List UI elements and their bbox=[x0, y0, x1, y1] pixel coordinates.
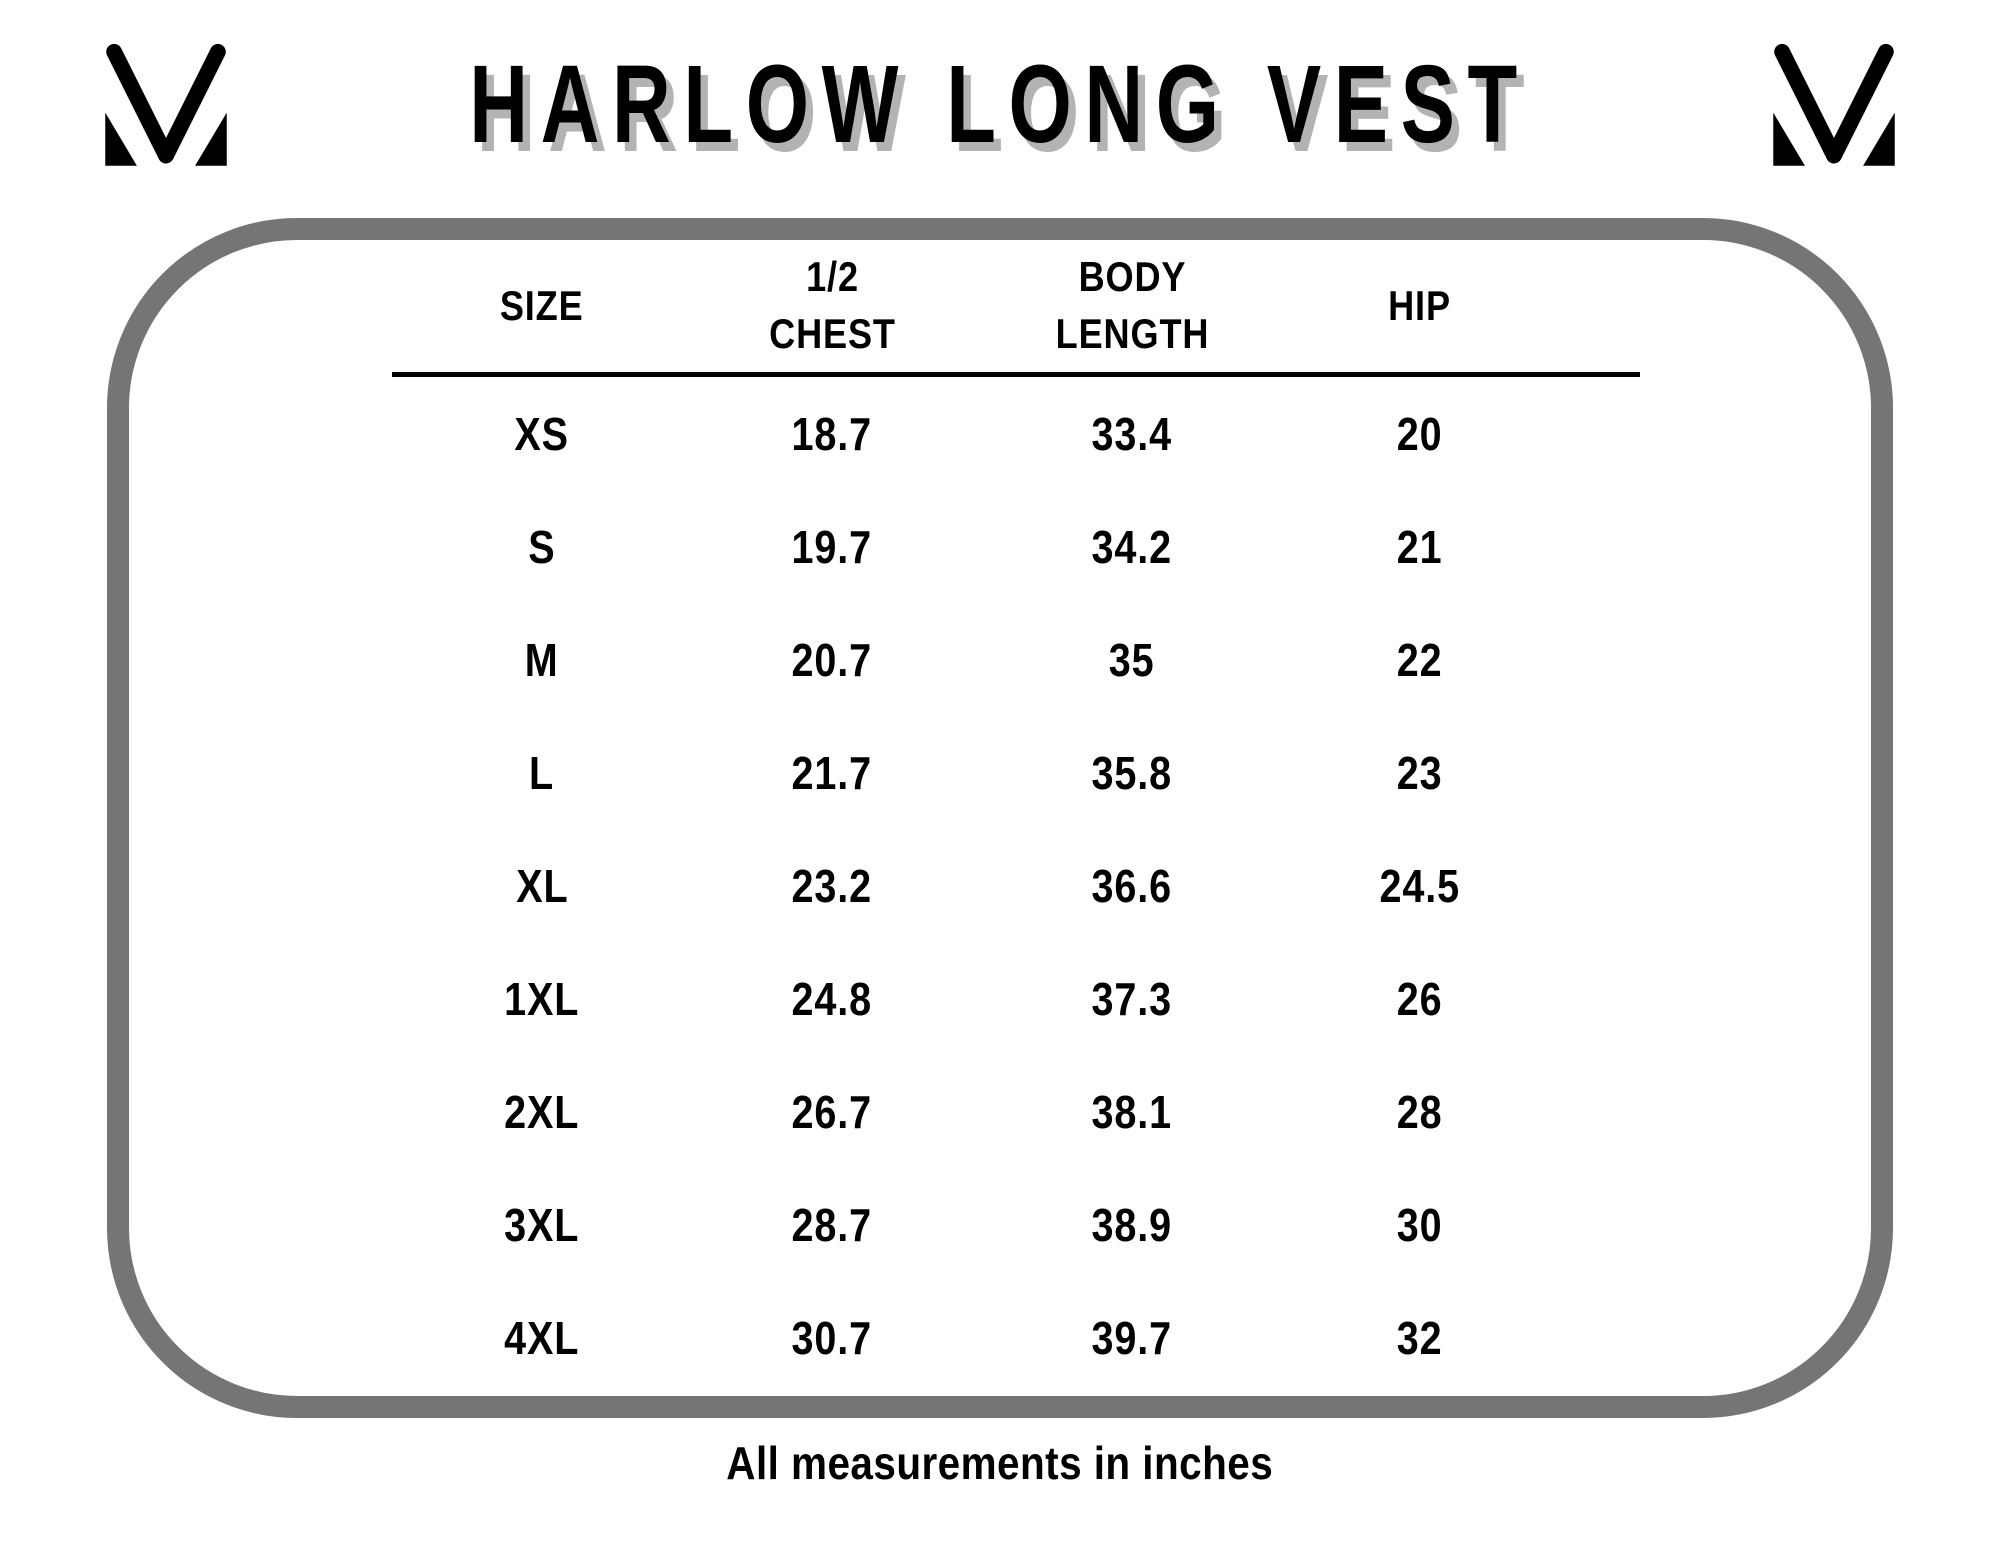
table-row-xl: XL 23.2 36.6 24.5 bbox=[392, 829, 1640, 942]
cell-body-length: 39.7 bbox=[1091, 1311, 1173, 1364]
cell-size: M bbox=[525, 633, 559, 686]
cell-body-length: 33.4 bbox=[1091, 407, 1173, 460]
table-row-s: S 19.7 34.2 21 bbox=[392, 490, 1640, 603]
column-header-body-length: BODY LENGTH bbox=[1055, 253, 1209, 357]
cell-half-chest: 24.8 bbox=[791, 972, 873, 1025]
cell-half-chest: 19.7 bbox=[791, 520, 873, 573]
column-header-half-chest: 1/2 CHEST bbox=[768, 253, 896, 357]
cell-body-length: 35 bbox=[1109, 633, 1155, 686]
cell-half-chest: 23.2 bbox=[791, 859, 873, 912]
cell-hip: 21 bbox=[1397, 520, 1443, 573]
cell-body-length: 38.9 bbox=[1091, 1198, 1173, 1251]
page-title: HARLOW LONG VEST bbox=[469, 43, 1531, 166]
table-row-2xl: 2XL 26.7 38.1 28 bbox=[392, 1055, 1640, 1168]
cell-body-length: 35.8 bbox=[1091, 746, 1173, 799]
header-divider bbox=[392, 372, 1640, 377]
cell-hip: 32 bbox=[1397, 1311, 1443, 1364]
cell-half-chest: 21.7 bbox=[791, 746, 873, 799]
brand-monogram-right-icon bbox=[1772, 43, 1895, 166]
measurement-note: All measurements in inches bbox=[0, 1436, 2000, 1490]
measurement-note-text: All measurements in inches bbox=[726, 1437, 1274, 1489]
cell-body-length: 37.3 bbox=[1091, 972, 1173, 1025]
cell-size: XL bbox=[515, 859, 569, 912]
table-row-4xl: 4XL 30.7 39.7 32 bbox=[392, 1281, 1640, 1394]
cell-size: 3XL bbox=[504, 1198, 580, 1251]
cell-body-length: 38.1 bbox=[1091, 1085, 1173, 1138]
table-header-row: SIZE 1/2 CHEST BODY LENGTH HIP bbox=[392, 240, 1640, 372]
cell-half-chest: 30.7 bbox=[791, 1311, 873, 1364]
cell-hip: 30 bbox=[1397, 1198, 1443, 1251]
cell-half-chest: 20.7 bbox=[791, 633, 873, 686]
cell-half-chest: 18.7 bbox=[791, 407, 873, 460]
cell-size: L bbox=[529, 746, 555, 799]
table-row-xs: XS 18.7 33.4 20 bbox=[392, 377, 1640, 490]
cell-half-chest: 28.7 bbox=[791, 1198, 873, 1251]
cell-half-chest: 26.7 bbox=[791, 1085, 873, 1138]
brand-monogram-left-icon bbox=[105, 43, 228, 166]
cell-hip: 28 bbox=[1397, 1085, 1443, 1138]
cell-hip: 22 bbox=[1397, 633, 1443, 686]
header: HARLOW LONG VEST bbox=[0, 30, 2000, 180]
column-header-hip: HIP bbox=[1388, 281, 1452, 329]
cell-size: XS bbox=[514, 407, 570, 460]
cell-size: S bbox=[528, 520, 556, 573]
table-row-1xl: 1XL 24.8 37.3 26 bbox=[392, 942, 1640, 1055]
size-table: SIZE 1/2 CHEST BODY LENGTH HIP XS 18.7 3… bbox=[392, 240, 1640, 1394]
cell-hip: 24.5 bbox=[1379, 859, 1461, 912]
table-body: XS 18.7 33.4 20 S 19.7 34.2 21 M 20.7 35… bbox=[392, 377, 1640, 1394]
cell-hip: 26 bbox=[1397, 972, 1443, 1025]
cell-hip: 20 bbox=[1397, 407, 1443, 460]
cell-size: 2XL bbox=[504, 1085, 580, 1138]
cell-size: 4XL bbox=[504, 1311, 580, 1364]
size-chart-card: SIZE 1/2 CHEST BODY LENGTH HIP XS 18.7 3… bbox=[107, 218, 1893, 1418]
column-header-size: SIZE bbox=[500, 281, 584, 329]
cell-body-length: 34.2 bbox=[1091, 520, 1173, 573]
table-row-m: M 20.7 35 22 bbox=[392, 603, 1640, 716]
cell-body-length: 36.6 bbox=[1091, 859, 1173, 912]
cell-size: 1XL bbox=[504, 972, 580, 1025]
table-row-l: L 21.7 35.8 23 bbox=[392, 716, 1640, 829]
cell-hip: 23 bbox=[1397, 746, 1443, 799]
table-row-3xl: 3XL 28.7 38.9 30 bbox=[392, 1168, 1640, 1281]
